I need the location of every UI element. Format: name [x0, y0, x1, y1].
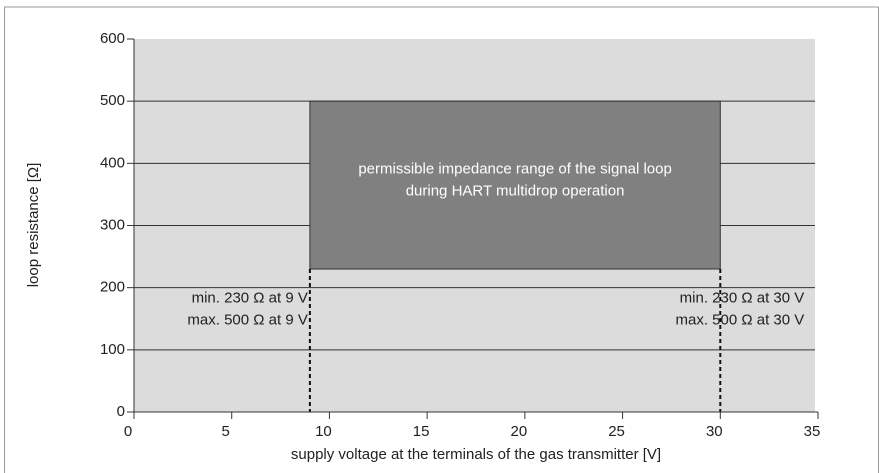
x-tick-label: 30: [706, 423, 723, 440]
x-axis-label: supply voltage at the terminals of the g…: [291, 446, 661, 463]
x-tick-label: 25: [608, 423, 625, 440]
x-tick-label: 0: [124, 423, 132, 440]
y-axis-label: loop resistance [Ω]: [25, 163, 42, 288]
y-tick-label: 100: [100, 341, 125, 358]
y-tick-label: 200: [100, 279, 125, 296]
region-label: permissible impedance range of the signa…: [358, 160, 672, 177]
x-tick-label: 35: [804, 423, 821, 440]
annotation: max. 500 Ω at 30 V: [675, 312, 804, 329]
y-tick-label: 600: [100, 30, 125, 47]
x-tick-label: 15: [413, 423, 430, 440]
annotation: max. 500 Ω at 9 V: [187, 312, 307, 329]
y-tick-label: 400: [100, 154, 125, 171]
y-tick-label: 300: [100, 216, 125, 233]
region: [309, 100, 721, 270]
y-tick-label: 500: [100, 92, 125, 109]
y-tick-label: 0: [117, 403, 125, 420]
annotation: min. 230 Ω at 30 V: [680, 290, 805, 307]
annotation: min. 230 Ω at 9 V: [192, 290, 308, 307]
x-tick-label: 20: [511, 423, 528, 440]
x-tick-label: 10: [315, 423, 332, 440]
region-label: during HART multidrop operation: [406, 182, 625, 199]
x-tick-label: 5: [222, 423, 230, 440]
